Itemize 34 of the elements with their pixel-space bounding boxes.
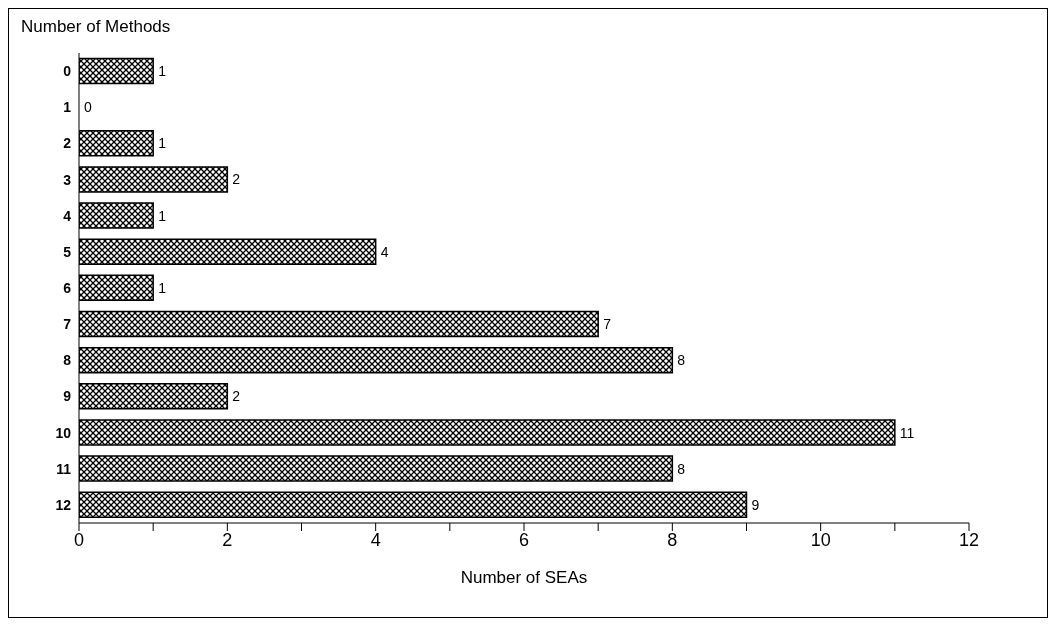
data-label: 2 [232, 171, 241, 188]
y-tick-label: 3 [63, 171, 72, 188]
data-label: 8 [677, 460, 686, 477]
data-label: 8 [677, 352, 686, 369]
data-label: 1 [158, 207, 167, 224]
x-tick-label: 4 [370, 529, 381, 550]
data-label: 2 [232, 388, 241, 405]
x-tick-label: 8 [667, 529, 678, 550]
y-tick-label: 4 [63, 207, 72, 224]
x-axis-title: Number of SEAs [460, 568, 588, 587]
x-tick-label: 6 [518, 529, 530, 550]
data-label: 1 [158, 279, 167, 296]
y-tick-label: 7 [63, 316, 72, 333]
data-label: 0 [84, 99, 92, 116]
data-label: 1 [158, 135, 167, 152]
y-tick-label: 2 [63, 135, 72, 152]
y-tick-label: 5 [63, 243, 72, 260]
y-tick-label: 10 [55, 424, 72, 441]
y-tick-label: 9 [63, 388, 72, 405]
data-label: 4 [380, 243, 389, 260]
x-tick-label: 10 [810, 529, 831, 550]
y-axis-title: Number of Methods [20, 16, 172, 38]
y-tick-label: 11 [56, 460, 72, 477]
data-label: 1 [158, 62, 167, 79]
y-tick-label: 0 [63, 63, 72, 80]
x-tick-label: 12 [958, 529, 980, 550]
y-tick-label: 8 [63, 352, 72, 369]
data-label: 9 [751, 496, 760, 513]
y-tick-label: 6 [63, 279, 72, 296]
y-tick-label: 1 [63, 99, 72, 116]
y-tick-label: 12 [55, 496, 72, 513]
data-label: 11 [899, 424, 915, 441]
x-tick-label: 2 [222, 529, 233, 550]
data-label: 7 [603, 316, 612, 333]
